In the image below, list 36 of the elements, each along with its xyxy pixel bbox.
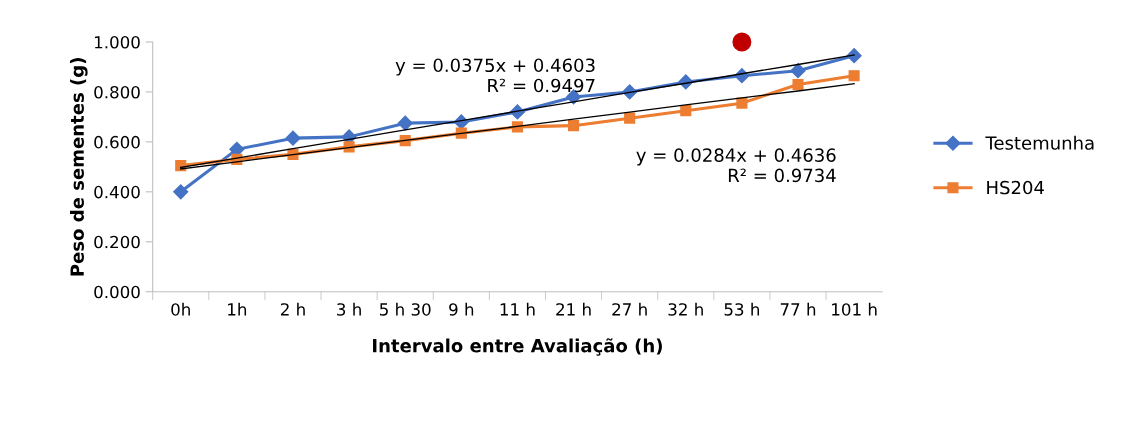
y-axis-title: Peso de sementes (g) [69,58,88,276]
point [736,97,748,109]
point [680,105,692,117]
x-tick-label: 0h [171,302,190,316]
point [792,78,804,91]
y-tick-label: 0.600 [94,135,140,149]
annotation: y = 0.0375x + 0.4603 R² = 0.9497 [395,58,595,93]
point [848,70,860,82]
legend-label: Testemunha [985,135,1094,150]
point [624,112,636,124]
x-tick-label: 27 h [612,302,647,316]
x-tick-label: 9 h [449,302,474,316]
y-tick-label: 0.800 [94,85,140,99]
x-tick-label: 21 h [556,302,591,316]
x-tick-label: 2 h [280,302,305,316]
x-tick-label: 53 h [724,302,760,316]
point [173,184,189,200]
x-tick-label: 3 h [337,302,361,316]
y-tick-label: 0.000 [94,285,140,299]
point [732,32,752,52]
y-tick-label: 0.400 [94,185,140,199]
x-tick-label: 32 h [668,302,703,316]
point [567,120,580,132]
legend-label: HS204 [987,180,1044,195]
x-tick-label: 11 h [500,302,535,316]
x-tick-label: 77 h [780,302,816,316]
x-tick-label: 1h [228,302,247,316]
x-axis-title: Intervalo entre Avaliação (h) [373,338,662,356]
point [285,130,301,146]
y-tick-label: 1.000 [95,35,140,49]
x-tick-label: 101 h [832,302,877,316]
point [397,115,413,131]
x-tick-label: 5 h 30 [380,302,431,316]
point [790,63,806,79]
annotation: y = 0.0284x + 0.4636 R² = 0.9734 [636,148,836,183]
y-tick-label: 0.200 [94,235,140,249]
